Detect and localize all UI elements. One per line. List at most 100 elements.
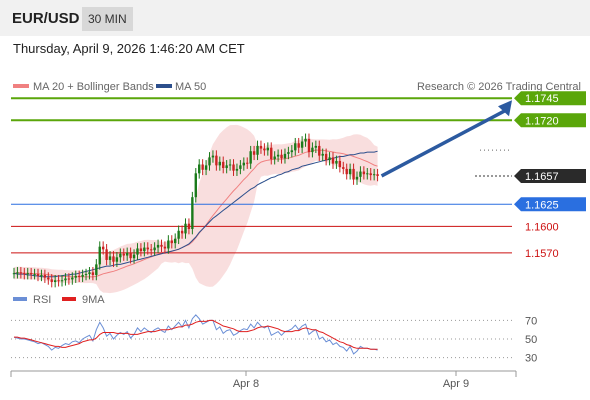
- candle-body: [191, 197, 194, 230]
- timeframe-button[interactable]: 30 MIN: [82, 7, 133, 31]
- candle-body: [376, 174, 379, 176]
- ma50-line-group: [13, 150, 378, 278]
- candle-body: [297, 143, 300, 148]
- candle: [187, 218, 191, 235]
- candle-body: [228, 164, 232, 166]
- candle: [88, 267, 91, 280]
- candle: [74, 270, 77, 283]
- candle-body: [314, 145, 318, 148]
- candle: [215, 150, 218, 171]
- rsi-tick-label-70: 70: [525, 315, 537, 327]
- candle-body: [366, 173, 369, 175]
- candle-body: [57, 280, 60, 282]
- forecast-arrow-head: [498, 100, 512, 117]
- x-tick-label-apr9: Apr 9: [443, 378, 469, 390]
- candle-body: [362, 171, 366, 175]
- forecast-arrow-shaft: [380, 108, 507, 178]
- candle: [163, 241, 167, 254]
- rsi-ma-line: [14, 319, 378, 350]
- bollinger-legend-swatch: [13, 84, 29, 88]
- candle: [276, 149, 280, 162]
- level-label-3: 1.1600: [525, 221, 559, 233]
- candle-body: [60, 280, 64, 282]
- candle-body: [47, 277, 50, 280]
- candle-body: [338, 160, 342, 168]
- candle-body: [64, 278, 67, 281]
- bollinger-band-area: [14, 124, 378, 294]
- candle: [307, 133, 311, 158]
- level-label-1: 1.1720: [525, 115, 559, 127]
- candle-body: [208, 157, 211, 166]
- candle: [71, 272, 74, 285]
- candle-body: [235, 168, 239, 171]
- candle-body: [345, 168, 348, 175]
- candle: [263, 143, 266, 156]
- candle-body: [194, 173, 197, 198]
- candle: [47, 272, 50, 285]
- candle-body: [276, 154, 280, 157]
- candle-body: [249, 151, 252, 164]
- candle: [300, 136, 304, 153]
- candle-body: [222, 161, 225, 169]
- candle: [204, 160, 208, 176]
- candle: [252, 145, 256, 161]
- candle: [242, 157, 246, 171]
- candle: [160, 239, 163, 252]
- candle-body: [342, 167, 345, 169]
- candle-body: [263, 148, 266, 151]
- candle: [146, 242, 149, 255]
- candle-body: [98, 246, 101, 265]
- candle-body: [318, 145, 321, 156]
- level-tag-2: [514, 197, 586, 212]
- x-tick-label-apr8: Apr 8: [233, 378, 259, 390]
- candle: [81, 269, 84, 283]
- candle: [67, 273, 71, 285]
- candle: [290, 145, 294, 158]
- candle: [29, 267, 33, 280]
- candle-body: [156, 244, 160, 248]
- rsi-line: [13, 314, 378, 355]
- candle-body: [160, 244, 163, 247]
- candle: [40, 269, 43, 282]
- level-tag-1: [514, 113, 586, 128]
- candle-body: [53, 280, 57, 283]
- forecast-arrow: [380, 100, 512, 178]
- candles: [12, 133, 379, 288]
- candle-body: [77, 275, 81, 277]
- candle-body: [23, 273, 26, 275]
- candle-body: [232, 164, 235, 171]
- candle-body: [139, 248, 143, 252]
- candle: [246, 157, 249, 169]
- level-label-0: 1.1745: [525, 93, 559, 105]
- candle: [321, 148, 324, 161]
- candle: [201, 159, 204, 176]
- candle: [60, 274, 64, 287]
- candle-body: [177, 230, 180, 239]
- candle: [26, 267, 29, 280]
- candle: [129, 247, 132, 264]
- candle: [355, 171, 359, 185]
- candle-body: [187, 223, 191, 230]
- candle-body: [174, 238, 177, 244]
- candle-body: [225, 165, 228, 169]
- candle-body: [335, 160, 338, 164]
- candle: [167, 235, 170, 254]
- candle-body: [321, 153, 324, 156]
- candle-body: [143, 247, 146, 252]
- candle-body: [355, 176, 359, 180]
- candle-body: [36, 274, 40, 276]
- candle-body: [287, 152, 290, 154]
- candle: [105, 244, 108, 266]
- candle: [259, 140, 263, 154]
- candle-body: [115, 257, 119, 262]
- ma50-legend-label: MA 50: [175, 81, 206, 93]
- candle: [331, 152, 335, 169]
- price-levels: 1.1745 1.1720 1.1625 1.1600 1.1570 1.1657: [11, 91, 586, 260]
- candle-body: [112, 256, 115, 262]
- candle: [84, 268, 88, 281]
- candle: [208, 152, 211, 171]
- candle-body: [201, 164, 204, 170]
- candle-body: [91, 272, 95, 275]
- candle: [366, 168, 369, 180]
